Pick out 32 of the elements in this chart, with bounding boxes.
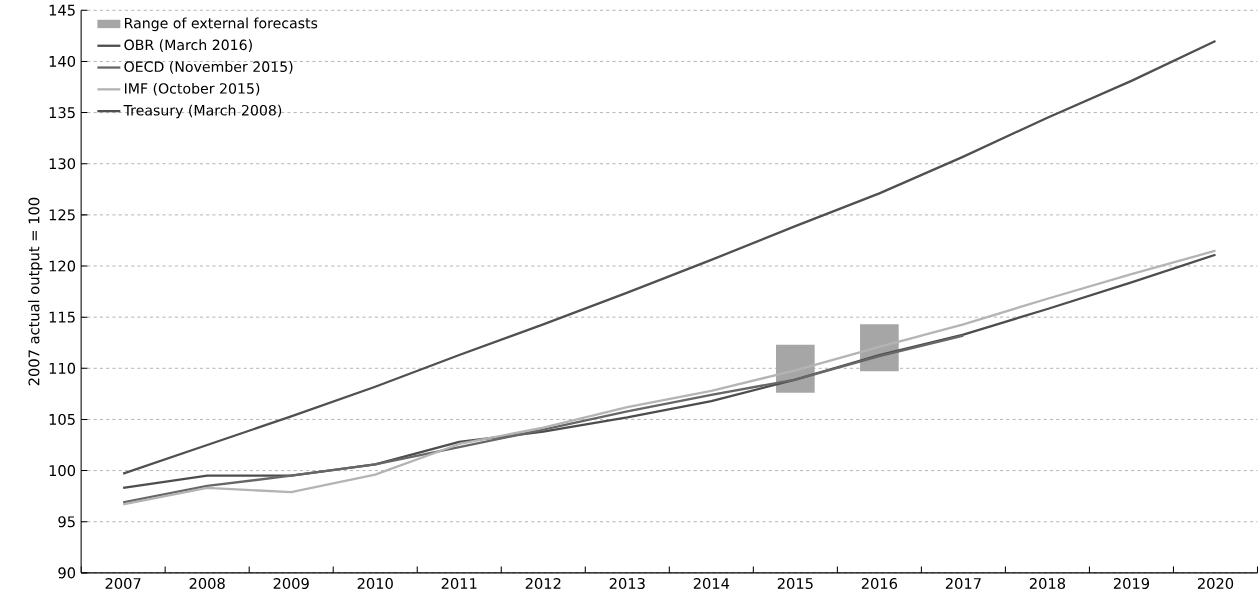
legend-label: OBR (March 2016)	[124, 39, 252, 52]
x-tick-label: 2012	[525, 578, 561, 590]
legend-label: OECD (November 2015)	[124, 61, 293, 74]
x-tick-label: 2015	[777, 578, 813, 590]
x-tick-label: 2008	[189, 578, 225, 590]
y-tick-label: 145	[49, 4, 75, 16]
x-tick-label: 2013	[609, 578, 645, 590]
y-tick-label: 135	[49, 107, 75, 119]
x-tick-label: 2020	[1197, 578, 1234, 590]
x-tick-label: 2010	[357, 578, 393, 590]
y-tick-label: 120	[49, 260, 76, 272]
y-tick-label: 140	[49, 55, 76, 68]
x-tick-label: 2019	[1113, 578, 1150, 590]
y-tick-label: 125	[49, 209, 75, 221]
x-tick-label: 2011	[441, 578, 477, 590]
y-tick-label: 110	[49, 362, 76, 374]
y-tick-label: 90	[58, 567, 76, 579]
y-axis-title: 2007 actual output = 100	[28, 197, 43, 386]
y-tick-label: 130	[49, 158, 76, 170]
x-tick-label: 2014	[693, 578, 730, 590]
y-tick-label: 95	[58, 516, 75, 528]
y-tick-label: 100	[49, 465, 76, 477]
x-tick-label: 2007	[105, 578, 141, 590]
legend-label: IMF (October 2015)	[125, 82, 260, 96]
y-tick-label: 115	[49, 311, 75, 323]
x-tick-label: 2016	[861, 578, 898, 590]
y-tick-label: 105	[49, 413, 75, 426]
legend-label: Range of external forecasts	[125, 17, 318, 32]
legend-label: Treasury (March 2008)	[123, 104, 282, 119]
x-tick-label: 2017	[945, 578, 981, 590]
x-tick-label: 2009	[273, 578, 309, 590]
x-tick-label: 2018	[1029, 578, 1066, 590]
